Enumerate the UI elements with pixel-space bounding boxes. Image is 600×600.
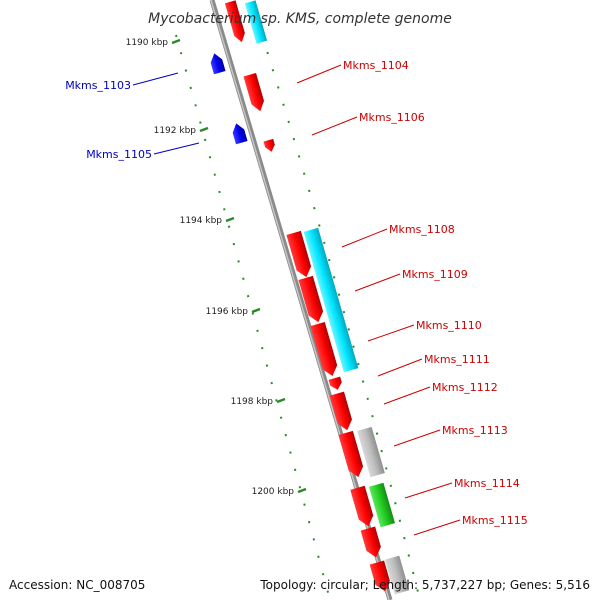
gene-label-mkms-1103[interactable]: Mkms_1103: [65, 79, 131, 92]
tick-mark: [171, 38, 181, 45]
gene-feature-red[interactable]: [338, 430, 365, 479]
leader-line: [153, 142, 200, 155]
leader-line: [404, 482, 453, 499]
gene-feature-red[interactable]: [263, 138, 277, 153]
tick-mark: [297, 487, 307, 494]
tick-mark: [199, 126, 209, 133]
ruler-ticks: 1190 kbp 1192 kbp 1194 kbp 1196 kbp 1198 kbp…: [126, 38, 307, 497]
gene-label-mkms-1110[interactable]: Mkms_1110: [416, 319, 482, 332]
leader-line: [296, 64, 342, 84]
gene-label-mkms-1109[interactable]: Mkms_1109: [402, 268, 468, 281]
leader-line: [311, 116, 358, 136]
tick-label: 1200 kbp: [252, 487, 295, 497]
gene-feature-red[interactable]: [310, 321, 339, 378]
gene-feature-red[interactable]: [224, 0, 247, 43]
leader-line: [341, 228, 388, 248]
leader-line: [393, 429, 441, 447]
gene-label-mkms-1114[interactable]: Mkms_1114: [454, 477, 520, 490]
gene-feature-red[interactable]: [286, 230, 313, 279]
tick-mark: [225, 216, 235, 223]
gene-feature-red[interactable]: [350, 485, 375, 529]
gene-feature-red[interactable]: [328, 376, 344, 392]
gene-label-mkms-1111[interactable]: Mkms_1111: [424, 353, 490, 366]
tick-label: 1198 kbp: [231, 397, 274, 407]
tick-label: 1192 kbp: [154, 126, 197, 136]
gene-feature-red[interactable]: [243, 72, 267, 113]
tick-label: 1196 kbp: [206, 307, 249, 317]
gene-label-mkms-1113[interactable]: Mkms_1113: [442, 424, 508, 437]
gene-feature-red[interactable]: [298, 275, 325, 324]
gene-feature-red[interactable]: [360, 526, 384, 560]
chart-title: Mycobacterium sp. KMS, complete genome: [148, 11, 452, 27]
tick-label: 1190 kbp: [126, 38, 169, 48]
gene-feature-rna[interactable]: [303, 227, 359, 373]
leader-line: [413, 519, 461, 536]
topology-summary: Topology: circular; Length: 5,737,227 bp…: [260, 578, 590, 592]
tick-mark: [251, 307, 261, 314]
gene-feature-reverse[interactable]: [208, 52, 226, 75]
accession-text: Accession: NC_008705: [9, 578, 146, 592]
gene-label-mkms-1108[interactable]: Mkms_1108: [389, 223, 455, 236]
leader-line: [383, 386, 431, 405]
tick-label: 1194 kbp: [180, 216, 223, 226]
gene-label-mkms-1115[interactable]: Mkms_1115: [462, 514, 528, 527]
gene-label-mkms-1104[interactable]: Mkms_1104: [343, 59, 409, 72]
label-leaders: Mkms_1104 Mkms_1106 Mkms_1108 Mkms_1109 Mkms…: [65, 59, 528, 536]
leader-line: [367, 324, 415, 342]
gene-label-mkms-1112[interactable]: Mkms_1112: [432, 381, 498, 394]
gene-feature-rna[interactable]: [244, 0, 268, 44]
gene-label-mkms-1105[interactable]: Mkms_1105: [86, 148, 152, 161]
leader-line: [354, 273, 401, 292]
gene-feature-reverse[interactable]: [230, 122, 248, 145]
leader-line: [377, 358, 423, 377]
gene-feature-other[interactable]: [369, 482, 395, 528]
tick-mark: [276, 397, 286, 404]
gene-feature-misc[interactable]: [384, 555, 410, 595]
gene-feature-misc[interactable]: [357, 426, 385, 478]
gene-feature-red[interactable]: [329, 391, 355, 433]
feature-track: [208, 0, 410, 595]
gene-label-mkms-1106[interactable]: Mkms_1106: [359, 111, 425, 124]
leader-line: [132, 72, 179, 86]
gene-feature-red[interactable]: [369, 560, 393, 594]
